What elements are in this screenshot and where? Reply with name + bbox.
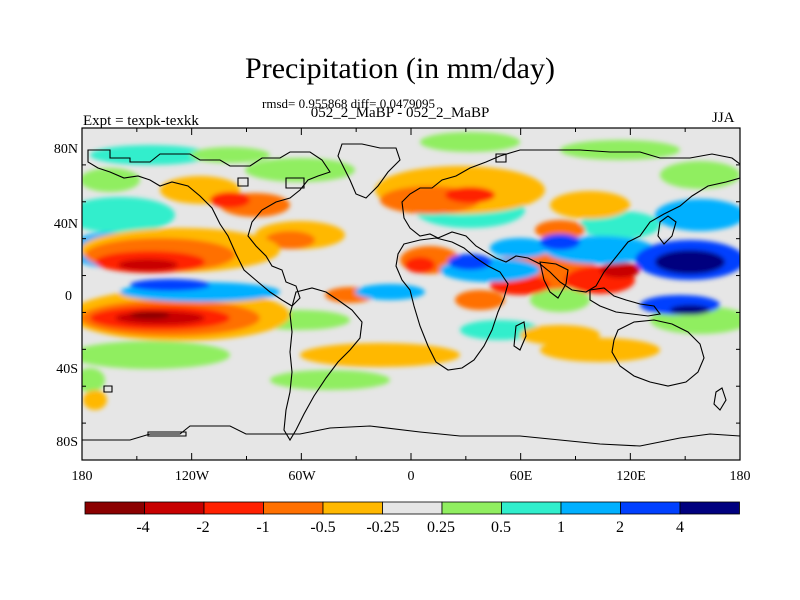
precip-anomaly-region	[445, 187, 495, 203]
experiment-label: Expt = texpk-texkk	[83, 113, 199, 129]
precip-anomaly-region	[355, 284, 425, 300]
season-label: JJA	[712, 110, 735, 126]
colorbar-swatch	[144, 501, 205, 515]
precip-anomaly-region	[190, 147, 270, 163]
colorbar-swatch	[203, 501, 264, 515]
x-tick-label: 120W	[175, 469, 210, 484]
colorbar-label: 2	[616, 519, 624, 536]
precip-anomaly-region	[83, 390, 107, 410]
x-tick-label: 60E	[510, 469, 533, 484]
colorbar-label: -1	[256, 519, 269, 536]
precip-anomaly-region	[448, 254, 492, 270]
precip-anomaly-region	[210, 192, 250, 208]
x-tick-label: 180	[72, 469, 93, 484]
precip-anomaly-region	[90, 145, 210, 165]
colorbar-label: 4	[676, 519, 684, 536]
precip-anomaly-region	[82, 368, 105, 392]
colorbar-label: -0.25	[366, 519, 399, 536]
colorbar	[84, 501, 740, 515]
chart-subtitle: 052_2_MaBP - 052_2_MaBP	[310, 105, 490, 121]
colorbar-swatch	[382, 501, 443, 515]
colorbar-label: -2	[196, 519, 209, 536]
precip-anomaly-region	[118, 259, 178, 271]
precip-anomaly-region	[245, 158, 355, 182]
colorbar-swatch	[679, 501, 740, 515]
precip-anomaly-region	[655, 199, 740, 231]
precip-anomaly-region	[130, 279, 210, 291]
coastlines	[82, 143, 740, 447]
precip-anomaly-region	[535, 220, 585, 240]
colorbar-label: 1	[557, 519, 565, 536]
precipitation-field	[82, 128, 740, 460]
colorbar-swatch	[560, 501, 621, 515]
y-tick-label: 40S	[56, 362, 78, 377]
colorbar-swatch	[441, 501, 502, 515]
stats-label: rmsd= 0.955868 diff= 0.0479095	[262, 96, 435, 111]
precip-anomaly-region	[660, 161, 740, 189]
precip-anomaly-region	[420, 132, 520, 152]
colorbar-labels: -4 -2 -1 -0.5 -0.25 0.25 0.5 1 2 4	[136, 519, 684, 536]
y-tick-label: 80S	[56, 435, 78, 450]
chart-title: Precipitation (in mm/day)	[245, 52, 555, 85]
precip-anomaly-region	[265, 231, 315, 249]
precip-anomaly-region	[670, 305, 710, 315]
precip-anomaly-region	[300, 343, 460, 367]
precip-anomaly-region	[270, 370, 390, 390]
x-tick-label: 60W	[288, 469, 316, 484]
colorbar-label: -0.5	[310, 519, 335, 536]
precip-anomaly-region	[530, 288, 590, 312]
precip-anomaly-region	[82, 197, 175, 233]
precip-anomaly-region	[655, 250, 725, 274]
colorbar-label: 0.25	[427, 519, 455, 536]
precip-anomaly-region	[550, 191, 630, 219]
colorbar-swatch	[84, 501, 145, 515]
y-tick-label: 0	[65, 289, 72, 304]
colorbar-swatch	[263, 501, 324, 515]
precip-anomaly-region	[520, 325, 600, 345]
precip-anomaly-region	[600, 262, 640, 278]
precip-anomaly-region	[455, 290, 505, 310]
x-tick-label: 120E	[616, 469, 646, 484]
precip-anomaly-region	[405, 257, 435, 273]
precip-anomaly-region	[540, 234, 580, 250]
x-tick-label: 0	[408, 469, 415, 484]
colorbar-label: -4	[136, 519, 149, 536]
y-tick-label: 40N	[54, 217, 78, 232]
precip-anomaly-region	[82, 341, 230, 369]
precip-anomaly-region	[82, 168, 140, 192]
colorbar-swatch	[501, 501, 562, 515]
precip-anomaly-region	[490, 238, 550, 258]
colorbar-label: 0.5	[491, 519, 511, 536]
x-tick-label: 180	[730, 469, 751, 484]
precip-anomaly-region	[130, 311, 170, 319]
y-tick-label: 80N	[54, 142, 78, 157]
colorbar-swatch	[322, 501, 383, 515]
colorbar-swatch	[620, 501, 681, 515]
